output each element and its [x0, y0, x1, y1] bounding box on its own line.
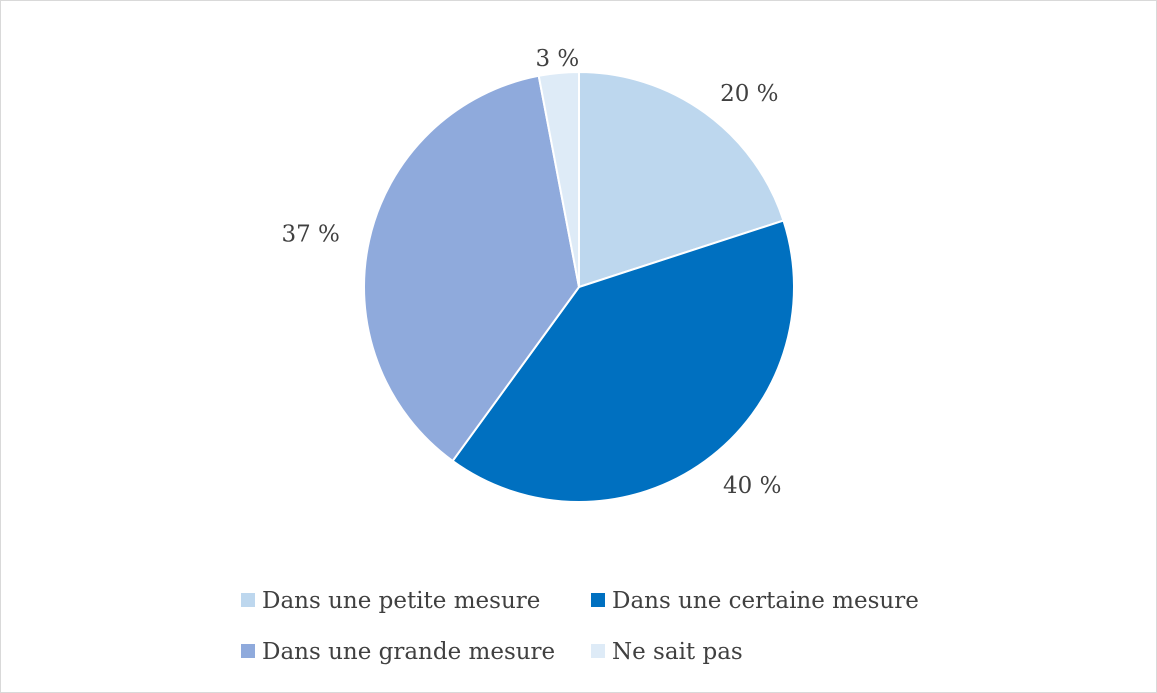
legend-label-dans-une-certaine-mesure: Dans une certaine mesure	[612, 588, 919, 614]
legend-label-ne-sait-pas: Ne sait pas	[612, 639, 743, 665]
pie-slice-ne-sait-pas	[537, 70, 580, 288]
data-label-dans-une-grande-mesure: 37 %	[281, 222, 339, 248]
pie-slice-dans-une-certaine-mesure	[451, 219, 795, 503]
pie-slice-dans-une-petite-mesure	[578, 70, 785, 289]
legend-swatch-ne-sait-pas	[591, 644, 605, 658]
legend-swatch-dans-une-grande-mesure	[241, 644, 255, 658]
legend-swatch-dans-une-certaine-mesure	[591, 593, 605, 607]
legend-label-dans-une-grande-mesure: Dans une grande mesure	[262, 639, 555, 665]
pie-slice-dans-une-grande-mesure	[363, 74, 581, 463]
legend-swatch-dans-une-petite-mesure	[241, 593, 255, 607]
pie-slices	[363, 70, 795, 503]
data-label-dans-une-certaine-mesure: 40 %	[723, 473, 781, 499]
data-label-ne-sait-pas: 3 %	[535, 46, 579, 72]
legend: Dans une petite mesure Dans une certaine …	[241, 588, 919, 665]
legend-label-dans-une-petite-mesure: Dans une petite mesure	[262, 588, 540, 614]
data-label-dans-une-petite-mesure: 20 %	[720, 81, 778, 107]
data-labels: 20 % 40 % 37 % 3 %	[281, 46, 781, 499]
